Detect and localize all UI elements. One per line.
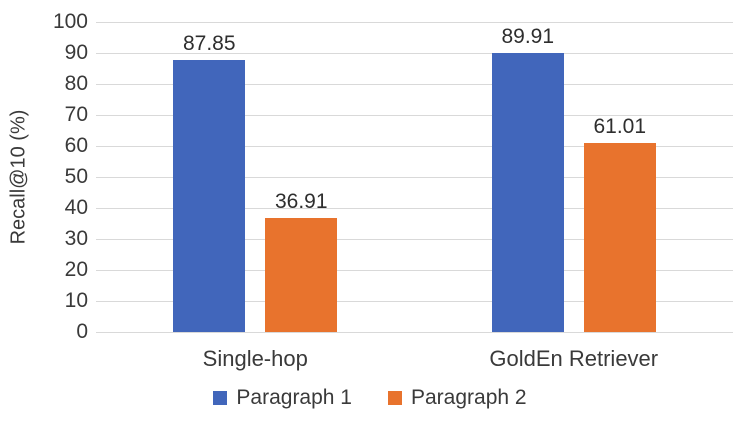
legend-label: Paragraph 1 <box>236 386 352 409</box>
y-tick-label: 90 <box>64 41 88 64</box>
plot-area: 87.85 36.91 89.91 61.01 <box>96 22 733 333</box>
gridline <box>96 53 733 54</box>
y-tick-label: 10 <box>64 289 88 312</box>
gridline <box>96 270 733 271</box>
y-tick-label: 100 <box>52 10 88 33</box>
y-tick-label: 50 <box>64 165 88 188</box>
y-tick-label: 30 <box>64 227 88 250</box>
category-label: GoldEn Retriever <box>489 346 659 371</box>
gridline <box>96 301 733 302</box>
gridline <box>96 177 733 178</box>
legend-item: Paragraph 2 <box>388 386 527 410</box>
legend: Paragraph 1 Paragraph 2 <box>0 386 740 410</box>
gridline <box>96 115 733 116</box>
gridline <box>96 146 733 147</box>
gridline <box>96 84 733 85</box>
y-tick-label: 40 <box>64 196 88 219</box>
bar-paragraph-1-single-hop <box>173 59 246 332</box>
bar-paragraph-1-golden-retriever <box>491 53 564 332</box>
y-tick-label: 70 <box>64 103 88 126</box>
gridline <box>96 22 733 23</box>
bar-paragraph-2-golden-retriever <box>583 142 656 332</box>
gridline <box>96 208 733 209</box>
value-label: 61.01 <box>593 114 647 138</box>
value-label: 36.91 <box>274 189 328 213</box>
y-tick-label: 60 <box>64 134 88 157</box>
y-tick-label: 20 <box>64 258 88 281</box>
legend-swatch-icon <box>388 391 402 405</box>
legend-item: Paragraph 1 <box>213 386 352 410</box>
value-label: 89.91 <box>501 25 555 49</box>
legend-label: Paragraph 2 <box>411 386 527 409</box>
x-axis-labels: Single-hop GoldEn Retriever <box>96 346 733 374</box>
legend-swatch-icon <box>213 391 228 405</box>
category-label: Single-hop <box>202 346 308 371</box>
y-tick-label: 0 <box>76 320 88 343</box>
bar-paragraph-2-single-hop <box>265 217 338 332</box>
gridline <box>96 332 733 333</box>
y-tick-label: 80 <box>64 72 88 95</box>
gridline <box>96 239 733 240</box>
value-label: 87.85 <box>182 31 236 55</box>
y-axis-ticks: 0 10 20 30 40 50 60 70 80 90 100 <box>0 0 88 426</box>
